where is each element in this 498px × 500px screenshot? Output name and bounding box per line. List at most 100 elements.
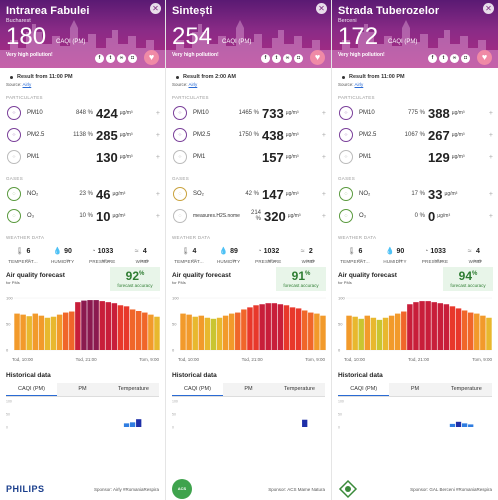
tab-temperature[interactable]: Temperature <box>440 383 492 396</box>
forecast-bar[interactable] <box>314 313 320 350</box>
forecast-bar[interactable] <box>401 311 407 350</box>
expand-plus-icon[interactable]: + <box>155 109 160 117</box>
forecast-bar[interactable] <box>425 301 431 350</box>
expand-plus-icon[interactable]: + <box>321 109 326 117</box>
facebook-icon[interactable]: f <box>428 54 437 63</box>
source-link[interactable]: Airly <box>354 82 364 87</box>
tab-temperature[interactable]: Temperature <box>108 383 159 396</box>
forecast-bar[interactable] <box>346 315 352 350</box>
history-bar[interactable] <box>455 421 462 427</box>
forecast-bar[interactable] <box>148 314 154 350</box>
sponsor-logo[interactable]: PHILIPS <box>6 484 45 494</box>
history-chart[interactable]: 100 50 0 <box>6 397 159 431</box>
twitter-icon[interactable]: t <box>439 54 448 63</box>
particulate-row[interactable]: ⁘ PM10 848 % 424 µg/m³ + <box>0 102 165 124</box>
sponsor-logo[interactable] <box>338 479 358 499</box>
forecast-chart[interactable]: 100 50 0 <box>6 294 160 356</box>
forecast-bar[interactable] <box>75 302 81 350</box>
forecast-bar[interactable] <box>38 315 45 350</box>
forecast-bar[interactable] <box>62 312 69 350</box>
forecast-bar[interactable] <box>352 316 358 350</box>
forecast-bar[interactable] <box>474 313 480 350</box>
camera-icon[interactable]: ◘ <box>294 54 303 63</box>
gas-row[interactable]: ◌ SO₂ 42 % 147 µg/m³ + <box>166 183 331 205</box>
forecast-bar[interactable] <box>370 317 377 350</box>
forecast-bar[interactable] <box>419 301 425 350</box>
close-icon[interactable]: ✕ <box>150 3 161 14</box>
forecast-bar[interactable] <box>480 315 486 350</box>
forecast-chart[interactable]: 100 50 0 <box>172 294 326 356</box>
close-icon[interactable]: ✕ <box>316 3 327 14</box>
forecast-bar[interactable] <box>216 317 223 350</box>
forecast-bar[interactable] <box>364 315 371 350</box>
camera-icon[interactable]: ◘ <box>461 54 470 63</box>
forecast-bar[interactable] <box>271 303 278 350</box>
forecast-bar[interactable] <box>235 312 241 350</box>
forecast-bar[interactable] <box>135 311 142 350</box>
twitter-icon[interactable]: t <box>106 54 115 63</box>
history-chart[interactable]: 100 50 0 <box>338 397 492 431</box>
particulate-row[interactable]: ⁘ PM1 130 µg/m³ + <box>0 146 165 168</box>
forecast-bar[interactable] <box>486 317 492 350</box>
forecast-bar[interactable] <box>50 316 57 350</box>
camera-icon[interactable]: ◘ <box>128 54 137 63</box>
forecast-bar[interactable] <box>382 317 389 350</box>
expand-plus-icon[interactable]: + <box>321 153 326 161</box>
history-bar[interactable] <box>129 422 136 427</box>
forecast-bar[interactable] <box>198 315 205 350</box>
source-link[interactable]: Airly <box>22 82 32 87</box>
forecast-chart[interactable]: 100 50 0 <box>338 294 492 356</box>
forecast-bar[interactable] <box>461 310 468 350</box>
forecast-bar[interactable] <box>247 307 253 350</box>
twitter-icon[interactable]: t <box>272 54 281 63</box>
forecast-bar[interactable] <box>192 316 198 350</box>
forecast-bar[interactable] <box>99 301 105 350</box>
forecast-bar[interactable] <box>467 312 474 350</box>
forecast-bar[interactable] <box>204 317 211 350</box>
link-icon[interactable]: ∞ <box>283 54 292 63</box>
forecast-bar[interactable] <box>295 308 302 350</box>
forecast-bar[interactable] <box>69 311 75 350</box>
forecast-bar[interactable] <box>142 312 148 350</box>
favorite-heart-icon[interactable]: ♥ <box>144 50 159 65</box>
history-chart[interactable]: 100 50 0 <box>172 397 325 431</box>
tab-temperature[interactable]: Temperature <box>274 383 325 396</box>
forecast-bar[interactable] <box>81 300 87 350</box>
forecast-bar[interactable] <box>443 304 450 350</box>
forecast-bar[interactable] <box>154 316 160 350</box>
particulate-row[interactable]: ⁘ PM2.5 1750 % 438 µg/m³ + <box>166 124 331 146</box>
forecast-bar[interactable] <box>44 317 51 350</box>
forecast-bar[interactable] <box>301 310 308 350</box>
forecast-bar[interactable] <box>93 300 99 350</box>
link-icon[interactable]: ∞ <box>450 54 459 63</box>
forecast-bar[interactable] <box>449 306 456 350</box>
forecast-bar[interactable] <box>241 309 247 350</box>
favorite-heart-icon[interactable]: ♥ <box>477 50 492 65</box>
forecast-bar[interactable] <box>320 315 326 350</box>
link-icon[interactable]: ∞ <box>117 54 126 63</box>
particulate-row[interactable]: ⁘ PM1 157 µg/m³ + <box>166 146 331 168</box>
expand-plus-icon[interactable]: + <box>155 212 160 220</box>
expand-plus-icon[interactable]: + <box>488 153 493 161</box>
history-bar[interactable] <box>461 423 468 427</box>
forecast-bar[interactable] <box>358 318 364 350</box>
gas-row[interactable]: ◌ NO₂ 17 % 33 µg/m³ + <box>332 183 498 205</box>
gas-row[interactable]: ◌ measures.H2S.nome 214 % 320 µg/m³ + <box>166 205 331 227</box>
tab-caqi-pm[interactable]: CAQI (PM) <box>172 383 223 396</box>
forecast-bar[interactable] <box>289 307 296 350</box>
forecast-bar[interactable] <box>32 313 39 350</box>
sponsor-logo[interactable]: ACS <box>172 479 192 499</box>
expand-plus-icon[interactable]: + <box>321 190 326 198</box>
expand-plus-icon[interactable]: + <box>488 190 493 198</box>
forecast-bar[interactable] <box>123 306 130 350</box>
forecast-bar[interactable] <box>259 304 265 350</box>
particulate-row[interactable]: ⁘ PM10 1465 % 733 µg/m³ + <box>166 102 331 124</box>
forecast-bar[interactable] <box>129 309 136 350</box>
facebook-icon[interactable]: f <box>95 54 104 63</box>
expand-plus-icon[interactable]: + <box>321 212 326 220</box>
forecast-bar[interactable] <box>376 319 383 350</box>
particulate-row[interactable]: ⁘ PM10 775 % 388 µg/m³ + <box>332 102 498 124</box>
forecast-bar[interactable] <box>388 315 395 350</box>
gas-row[interactable]: ◌ O₃ 10 % 10 µg/m³ + <box>0 205 165 227</box>
forecast-bar[interactable] <box>180 313 186 350</box>
